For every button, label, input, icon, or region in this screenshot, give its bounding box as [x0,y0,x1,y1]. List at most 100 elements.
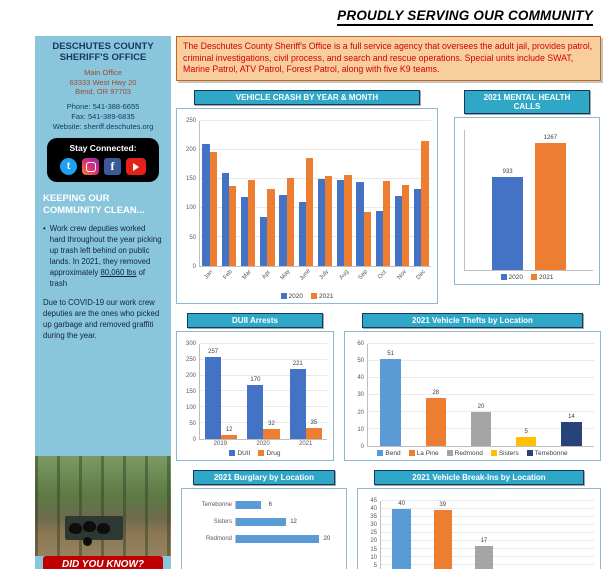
x-tick-label: 2019 [213,440,228,447]
play-icon [133,162,139,171]
x-axis-labels: 2019 2020 2021 [199,441,327,447]
y-tick-label: 100 [185,205,196,212]
bar-track: 20 [235,534,340,543]
bar [356,181,364,266]
legend-entry: La Pine [408,450,439,457]
bar: 51 [380,351,401,446]
burglary-panel: 2021 Burglary by Location Terrebonne 6 Sis… [181,469,347,569]
bar [414,188,422,266]
bar-group: 39 [422,501,463,569]
youtube-icon[interactable] [126,158,146,176]
bars-area: 40 39 17 [381,501,505,569]
bar [202,144,210,266]
website-line: Website: sheriff.deschutes.org [52,121,154,131]
burglary-title: 2021 Burglary by Location [192,469,336,485]
chart-legend: 2020 2021 [461,274,593,281]
charts-row-2: DUII Arrests 0 50 100 150 200 250 300 257 12 170 3… [176,312,601,461]
legend-swatch [229,450,236,457]
vehicle-breakins-chart: 051015202530354045403917 [357,487,601,569]
bar [344,174,352,266]
legend-swatch [526,450,533,457]
plot: 0 50 100 150 200 250 300 257 12 170 32 221 35 [183,336,327,443]
bar: 5 [516,429,537,446]
plot: 051015202530354045403917 [364,493,594,569]
x-tick-label: Dec [415,268,428,281]
legend-swatch [490,450,497,457]
sidebar: DESCHUTES COUNTY SHERIFF'S OFFICE Main O… [35,36,171,569]
legend-swatch [258,450,265,457]
y-tick-label: 30 [357,392,364,399]
data-label: 257 [208,349,219,356]
trailer-wheel [83,537,92,546]
vehicle-thefts-panel: 2021 Vehicle Thefts by Location 0 10 20 30 4… [344,312,601,461]
vehicle-breakins-title: 2021 Vehicle Break-Ins by Location [374,469,584,485]
bar [279,195,287,266]
gridline [200,390,327,392]
data-label: 17 [480,537,488,544]
duii-arrests-title: DUII Arrests [187,312,323,328]
legend-label: Bend [385,449,401,457]
legend-swatch [280,293,287,300]
bar [317,178,326,266]
bar-group [335,121,354,266]
org-title: DESCHUTES COUNTY SHERIFF'S OFFICE [35,41,171,64]
bullet-icon: • [43,224,46,234]
bar [221,173,229,266]
banner-text: PROUDLY SERVING OUR COMMUNITY [337,8,593,26]
org-line2: SHERIFF'S OFFICE [59,52,147,64]
y-tick-label: 100 [185,404,196,411]
bar-group [200,121,219,266]
facebook-icon[interactable]: f [104,158,121,176]
bar [260,216,268,266]
plot: 933 1267 [461,122,593,271]
instagram-icon[interactable] [82,158,99,176]
y-tick-label: 40 [370,505,377,512]
x-axis-labels: Jan Feb Mar Apr May June July Aug Sep Oct Nov Dec [199,268,431,290]
bar [375,210,383,266]
bar-group [258,121,277,266]
hbar-row: Terrebonne 6 [188,499,340,511]
y-tick-label: 250 [185,117,196,124]
legend-label: Drug [266,449,281,457]
bar [209,152,217,266]
bar: 1267 [535,135,566,270]
bar-group [412,121,431,266]
y-tick-label: 300 [185,340,196,347]
y-tick-label: 50 [357,358,364,364]
plot-area: 933 1267 [464,129,593,271]
bar-group: 257 12 [200,344,242,439]
data-label: 6 [268,501,272,508]
twitter-icon[interactable]: t [60,158,77,176]
bar-group: 14 [549,344,594,446]
vehicle-thefts-title: 2021 Vehicle Thefts by Location [361,312,583,328]
bar [248,180,256,266]
gridline [368,376,594,378]
covid-note: Due to COVID-19 our work crew deputies a… [43,298,160,341]
y-tick-label: 10 [357,426,364,433]
bar-group: 933 1267 [465,130,593,270]
charts-row-1: VEHICLE CRASH BY YEAR & MONTH 0 50 100 150 2… [176,89,601,304]
y-tick-label: 25 [370,530,377,537]
bars-area: 933 1267 [465,130,593,270]
mental-health-title: 2021 MENTAL HEALTH CALLS [464,89,590,114]
bar [228,185,237,266]
intro-box: The Deschutes County Sheriff's Office is… [176,36,601,81]
bar-group [239,121,258,266]
vehicle-thefts-chart: 0 10 20 30 40 50 60 51 28 20 5 14 Bend La Pine Redmond… [344,330,601,461]
bar-group [354,121,373,266]
x-tick-label: 2020 [256,440,270,447]
bar-group [393,121,412,266]
y-tick-label: 10 [370,554,377,561]
legend-label: 2021 [539,273,554,281]
bars-area: 51 28 20 5 14 [368,344,594,446]
bar: 39 [433,502,453,569]
y-tick-label: 35 [370,514,377,521]
plot: 0 10 20 30 40 50 60 51 28 20 5 14 [351,336,594,450]
bar [240,197,249,266]
trash-bag [69,523,82,534]
data-label: 20 [323,535,331,542]
bar: 257 [205,349,222,439]
y-tick-label: 5 [373,562,377,569]
gridline [381,515,594,517]
y-tick-label: 200 [185,372,196,379]
